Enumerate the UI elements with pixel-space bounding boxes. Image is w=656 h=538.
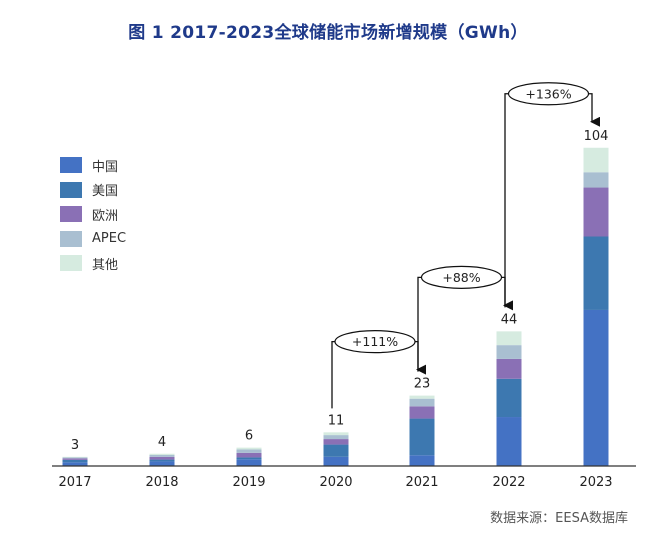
bar-segment-2017-欧洲 [62, 458, 88, 460]
bar-segment-2018-其他 [149, 453, 175, 455]
growth-bubble-2021-2022 [420, 265, 503, 289]
bar-segment-2017-中国 [62, 462, 88, 466]
growth-label-2021-2022: +88% [442, 270, 480, 285]
growth-bubble-2020-2021 [334, 330, 416, 354]
legend-item-中国: 中国 [60, 153, 126, 178]
bar-segment-2023-APEC [583, 172, 609, 188]
bar-segment-2023-中国 [583, 309, 609, 466]
bar-segment-2023-其他 [583, 147, 609, 173]
x-tick-label-2023: 2023 [579, 475, 612, 490]
data-source-note: 数据来源：EESA数据库 [490, 511, 628, 526]
bar-segment-2020-欧洲 [323, 439, 349, 445]
legend-item-欧洲: 欧洲 [60, 202, 126, 227]
bar-segment-2019-APEC [236, 449, 262, 453]
growth-bubble-2022-2023 [507, 82, 590, 106]
chart-legend: 中国美国欧洲 APEC 其他 [60, 153, 126, 276]
legend-swatch [60, 230, 82, 247]
bar-segment-2018-欧洲 [149, 456, 175, 460]
bar-segment-2022-其他 [496, 331, 522, 346]
bar-segment-2021-欧洲 [409, 406, 435, 419]
bar-segment-2018-美国 [149, 459, 175, 462]
legend-label: APEC [92, 231, 127, 247]
growth-connector-2021-2022 [417, 276, 424, 372]
bar-segment-2019-中国 [236, 459, 262, 466]
bar-segment-2020-美国 [323, 444, 349, 457]
legend-swatch [60, 255, 82, 272]
bar-segment-2020-APEC [323, 435, 349, 440]
bar-segment-2017-APEC [62, 457, 88, 459]
total-label-2020: 11 [328, 413, 345, 428]
bar-segment-2019-其他 [236, 447, 262, 450]
bar-segment-2018-APEC [149, 454, 175, 457]
x-tick-label-2017: 2017 [58, 475, 91, 490]
legend-item-其他: 其他 [60, 251, 126, 276]
x-tick-label-2018: 2018 [145, 475, 178, 490]
bar-segment-2020-中国 [323, 456, 349, 466]
bar-segment-2018-中国 [149, 461, 175, 466]
bar-segment-2022-APEC [496, 345, 522, 359]
bar-segment-2021-中国 [409, 455, 435, 466]
growth-arrow-2020-2021 [413, 340, 426, 375]
bar-segment-2022-中国 [496, 417, 522, 466]
legend-item-美国: 美国 [60, 178, 126, 203]
legend-label: 美国 [92, 184, 119, 200]
total-label-2019: 6 [245, 429, 253, 444]
bar-segment-2019-欧洲 [236, 452, 262, 458]
x-tick-label-2022: 2022 [492, 475, 525, 490]
growth-arrow-2021-2022 [499, 276, 513, 311]
legend-label: 欧洲 [92, 208, 119, 224]
total-label-2022: 44 [501, 312, 518, 327]
x-tick-label-2019: 2019 [232, 475, 265, 490]
legend-item-APEC: APEC [60, 227, 126, 252]
bar-segment-2017-其他 [62, 456, 88, 458]
growth-label-2022-2023: +136% [525, 86, 571, 101]
bar-segment-2021-美国 [409, 418, 435, 456]
legend-label: 其他 [92, 257, 119, 273]
legend-swatch [60, 206, 82, 223]
x-tick-label-2020: 2020 [319, 475, 352, 490]
growth-connector-2020-2021 [331, 340, 337, 409]
bar-segment-2019-美国 [236, 457, 262, 460]
total-label-2021: 23 [414, 377, 431, 392]
bar-segment-2017-美国 [62, 459, 88, 463]
legend-swatch [60, 181, 82, 198]
growth-label-2020-2021: +111% [352, 334, 398, 349]
growth-connector-2022-2023 [504, 93, 511, 308]
legend-swatch [60, 157, 82, 174]
x-tick-label-2021: 2021 [405, 475, 438, 490]
growth-arrow-2022-2023 [586, 93, 600, 127]
total-label-2018: 4 [158, 435, 166, 450]
bar-segment-2022-欧洲 [496, 358, 522, 379]
bar-segment-2021-APEC [409, 398, 435, 407]
bar-segment-2021-其他 [409, 395, 435, 399]
chart-title: 图 1 2017-2023全球储能市场新增规模（GWh） [128, 23, 528, 43]
bar-segment-2020-其他 [323, 432, 349, 436]
bar-segment-2023-美国 [583, 236, 609, 310]
legend-label: 中国 [92, 159, 119, 175]
total-label-2023: 104 [584, 129, 609, 144]
bar-segment-2023-欧洲 [583, 187, 609, 237]
bar-segment-2022-美国 [496, 378, 522, 418]
total-label-2017: 3 [71, 438, 79, 453]
